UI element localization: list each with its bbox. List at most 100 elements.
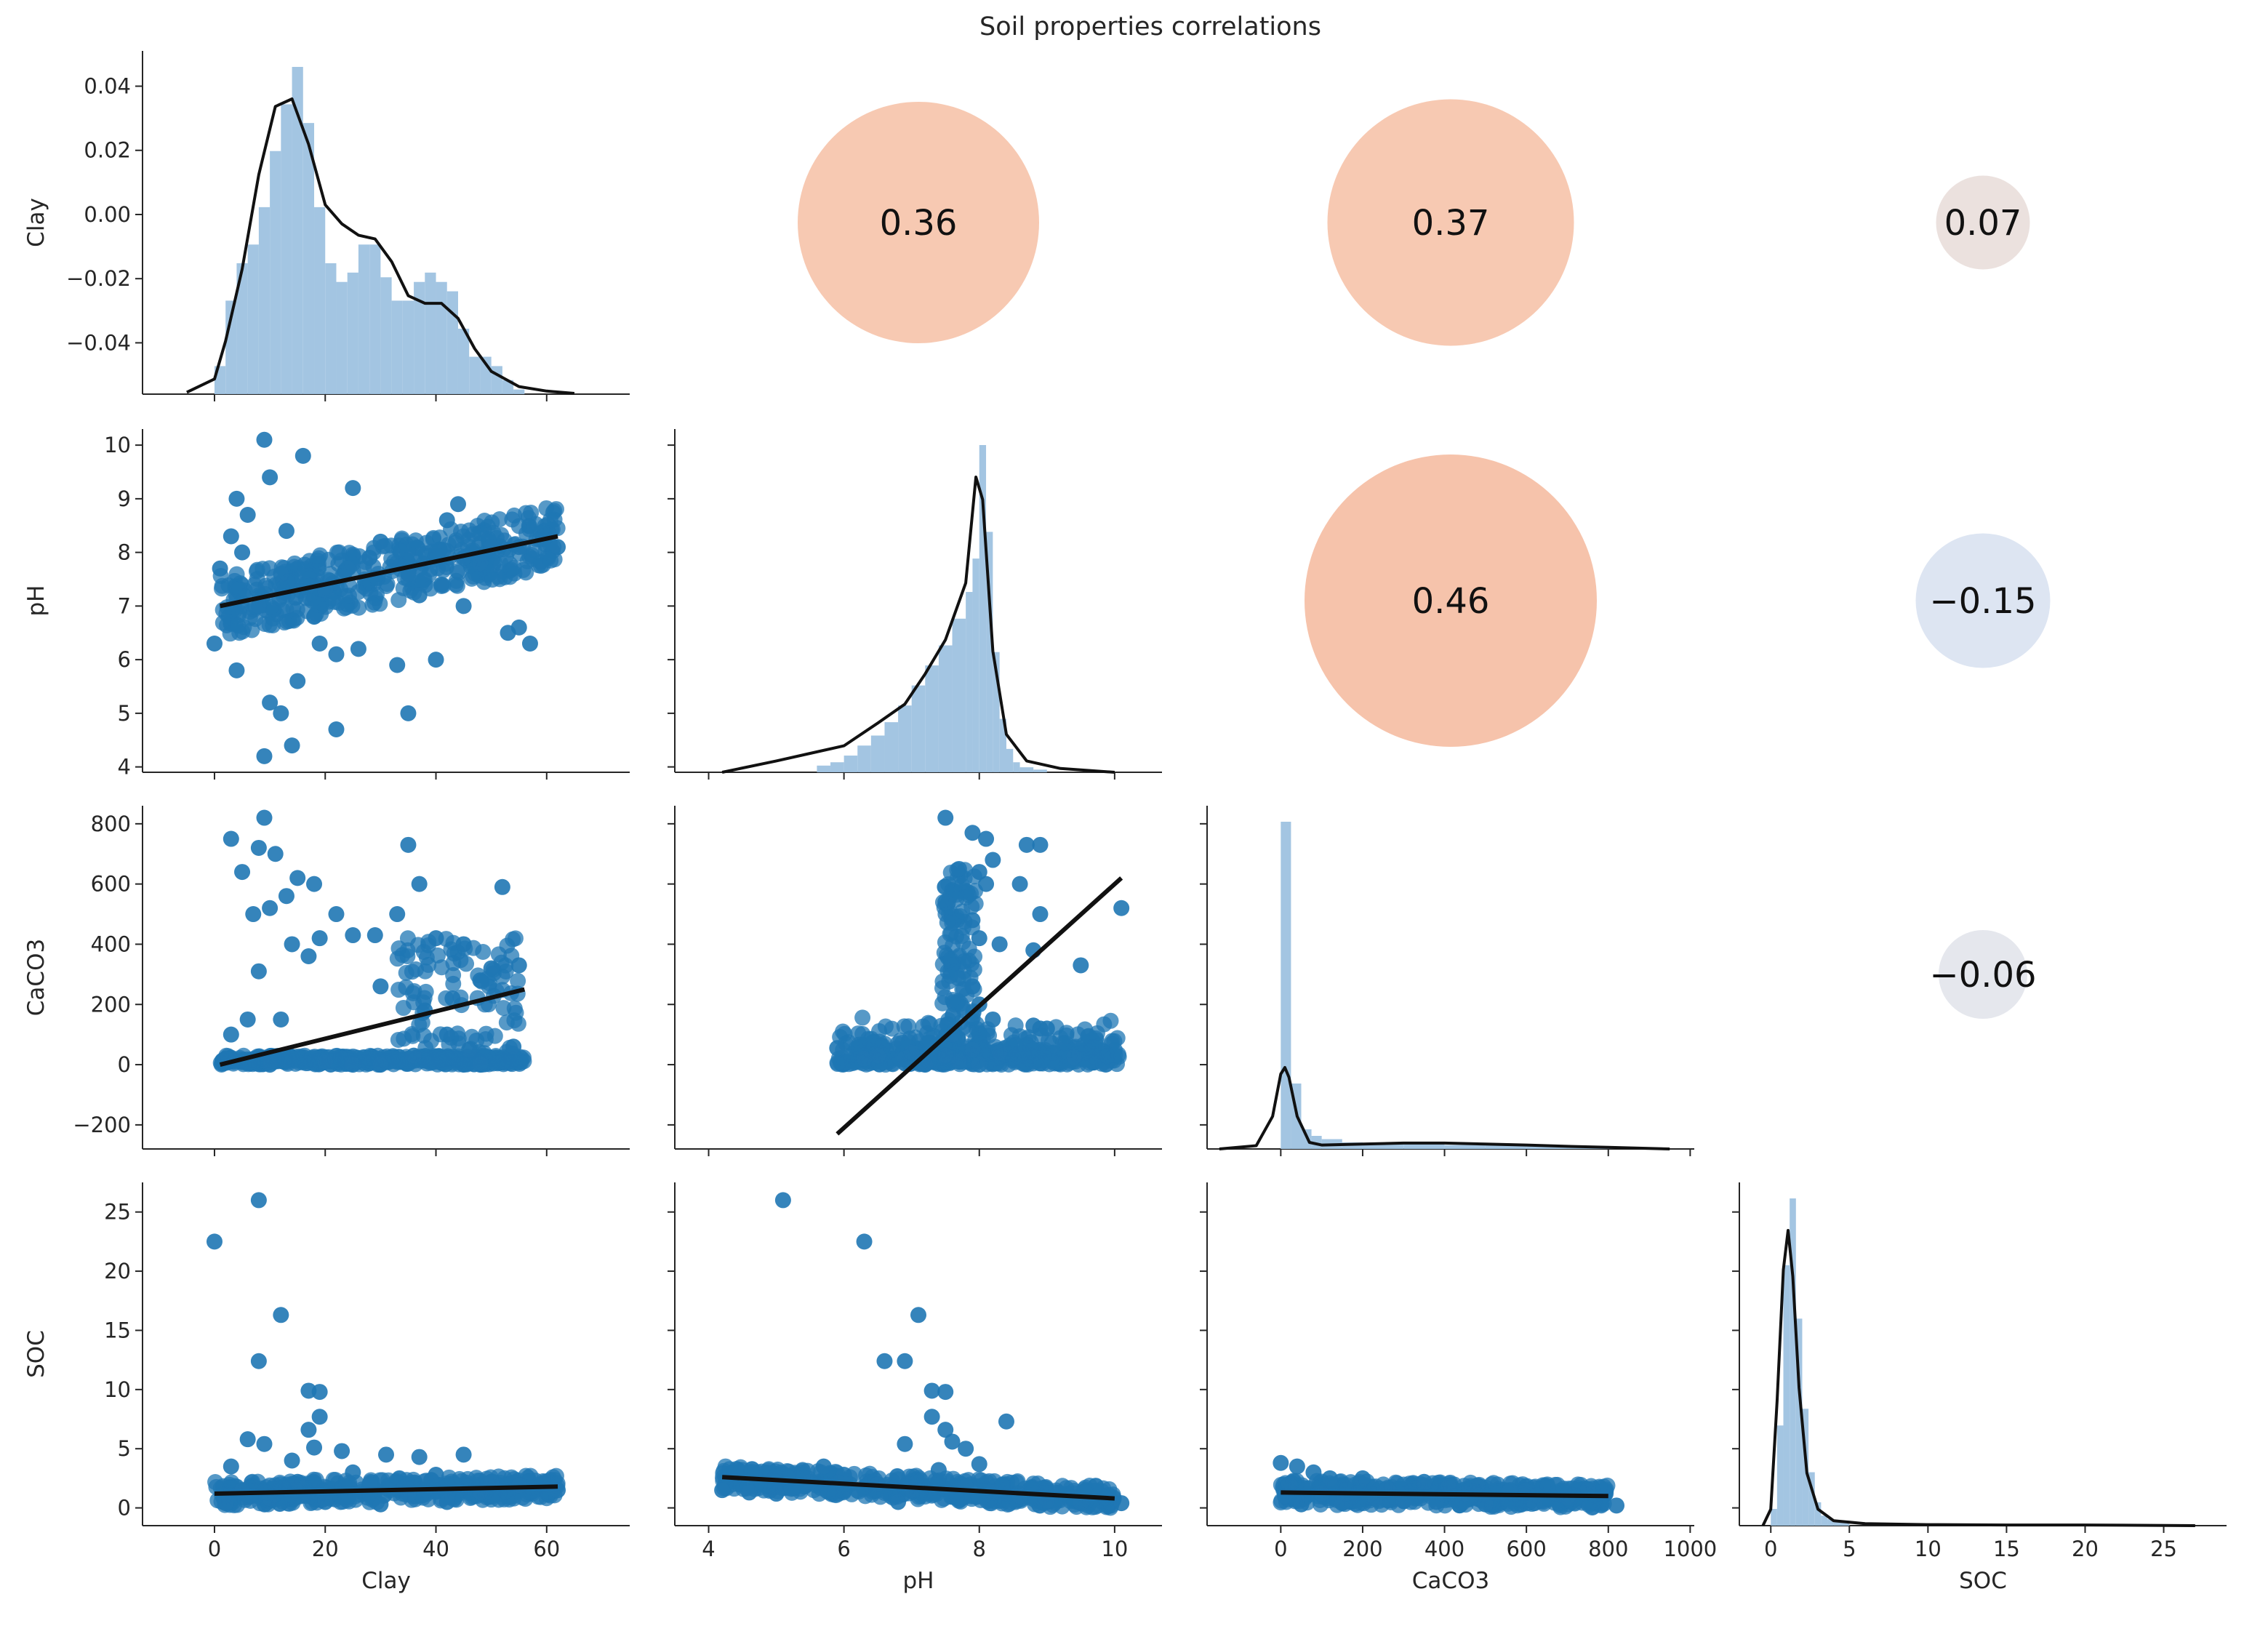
hist-bar [457, 329, 470, 394]
hist-bar [999, 718, 1006, 772]
scatter-point [991, 1044, 1008, 1061]
scatter-point [937, 809, 954, 826]
scatter-point [273, 1011, 289, 1028]
scatter-point [937, 1422, 954, 1438]
scatter-point [438, 1494, 455, 1510]
hist-bar [979, 445, 987, 772]
scatter-point [883, 1020, 900, 1037]
scatter-point [1107, 1046, 1123, 1063]
scatter-point [971, 930, 987, 947]
panel-clay-soc: 0.07 [1936, 175, 2030, 270]
hist-bar [1362, 1144, 1404, 1149]
scatter-point [923, 1382, 940, 1399]
corr-circle-caco3-soc [1939, 930, 2027, 1019]
x-tick-label: 0 [208, 1537, 221, 1561]
scatter-point [317, 1053, 334, 1070]
scatter-point [428, 1467, 444, 1483]
scatter-point [955, 934, 971, 950]
scatter-point [250, 1192, 267, 1209]
scatter-point [317, 1494, 334, 1510]
scatter-point [490, 1054, 507, 1071]
y-tick-label: 15 [104, 1318, 131, 1342]
scatter-point [950, 860, 967, 877]
scatter-point [971, 1456, 987, 1473]
scatter-point [415, 572, 432, 588]
y-tick-label: 0.02 [84, 138, 131, 163]
x-axis-label: pH [903, 1568, 934, 1594]
scatter-point [1011, 876, 1028, 892]
scatter-point [1281, 1476, 1297, 1493]
hist-bar [966, 592, 973, 772]
scatter-point [438, 1026, 455, 1043]
kde-line [721, 476, 1115, 774]
regression-line [836, 876, 1123, 1136]
corr-label-clay-ph: 0.36 [880, 203, 958, 244]
scatter-point [334, 1443, 350, 1459]
scatter-point [404, 1028, 421, 1044]
x-tick-label: 5 [1843, 1537, 1856, 1561]
hist-bar [236, 263, 248, 394]
scatter-point [903, 1044, 920, 1061]
scatter-point [826, 1486, 843, 1503]
scatter-point [289, 1473, 306, 1490]
y-tick-label: 10 [104, 1377, 131, 1402]
x-tick-label: 0 [1764, 1537, 1777, 1561]
scatter-point [958, 1441, 974, 1457]
scatter-point [521, 636, 538, 652]
scatter-point [422, 1033, 439, 1049]
y-tick-label: 200 [91, 992, 131, 1017]
scatter-point [1113, 900, 1130, 916]
scatter-point [420, 956, 437, 973]
corr-label-ph-caco3: 0.46 [1412, 581, 1490, 622]
corr-circle-clay-soc [1936, 175, 2030, 270]
scatter-point [1608, 1497, 1625, 1514]
y-tick-label: 400 [91, 932, 131, 956]
scatter-point [229, 581, 246, 598]
scatter-point [1428, 1494, 1445, 1510]
scatter-point [964, 825, 981, 841]
scatter-point [950, 1492, 967, 1509]
regression-line [721, 1475, 1115, 1501]
hist-bar [414, 281, 425, 394]
scatter-point [714, 1482, 731, 1499]
scatter-point [978, 876, 995, 892]
scatter-point [228, 490, 245, 507]
scatter-point [345, 1057, 361, 1073]
hist-bar [938, 645, 953, 772]
scatter-point [339, 560, 356, 577]
scatter-point [1416, 1473, 1432, 1490]
scatter-point [290, 1054, 307, 1071]
y-tick-label: 5 [118, 701, 131, 726]
scatter-point [406, 1047, 422, 1064]
scatter-point [815, 1458, 832, 1475]
scatter-point [978, 830, 995, 847]
scatter-point [398, 1472, 415, 1489]
x-tick-label: 6 [837, 1537, 850, 1561]
scatter-point [494, 968, 510, 985]
panel-ph-clay: 4 5 6 7 8 9 10 pH [23, 429, 630, 780]
hist-bar [469, 356, 481, 394]
scatter-point [417, 983, 434, 1000]
scatter-point [743, 1463, 760, 1480]
scatter-point [876, 1353, 893, 1369]
scatter-point [306, 609, 323, 625]
scatter-point [273, 566, 289, 582]
scatter-point [717, 1458, 734, 1475]
scatter-point [364, 596, 381, 613]
scatter-point [256, 431, 273, 448]
scatter-point [918, 1025, 935, 1041]
scatter-point [1321, 1470, 1338, 1486]
scatter-point [784, 1480, 801, 1497]
x-tick-label: 20 [2072, 1537, 2099, 1561]
scatter-point [250, 598, 267, 614]
scatter-point [455, 1446, 472, 1463]
scatter-point [449, 496, 466, 513]
scatter-point [955, 999, 971, 1016]
scatter-point [1477, 1496, 1494, 1513]
scatter-point [372, 1496, 389, 1513]
x-tick-label: 1000 [1663, 1537, 1717, 1561]
scatter-point [428, 930, 444, 947]
scatter-point [944, 1026, 961, 1043]
scatter-point [829, 1054, 846, 1071]
